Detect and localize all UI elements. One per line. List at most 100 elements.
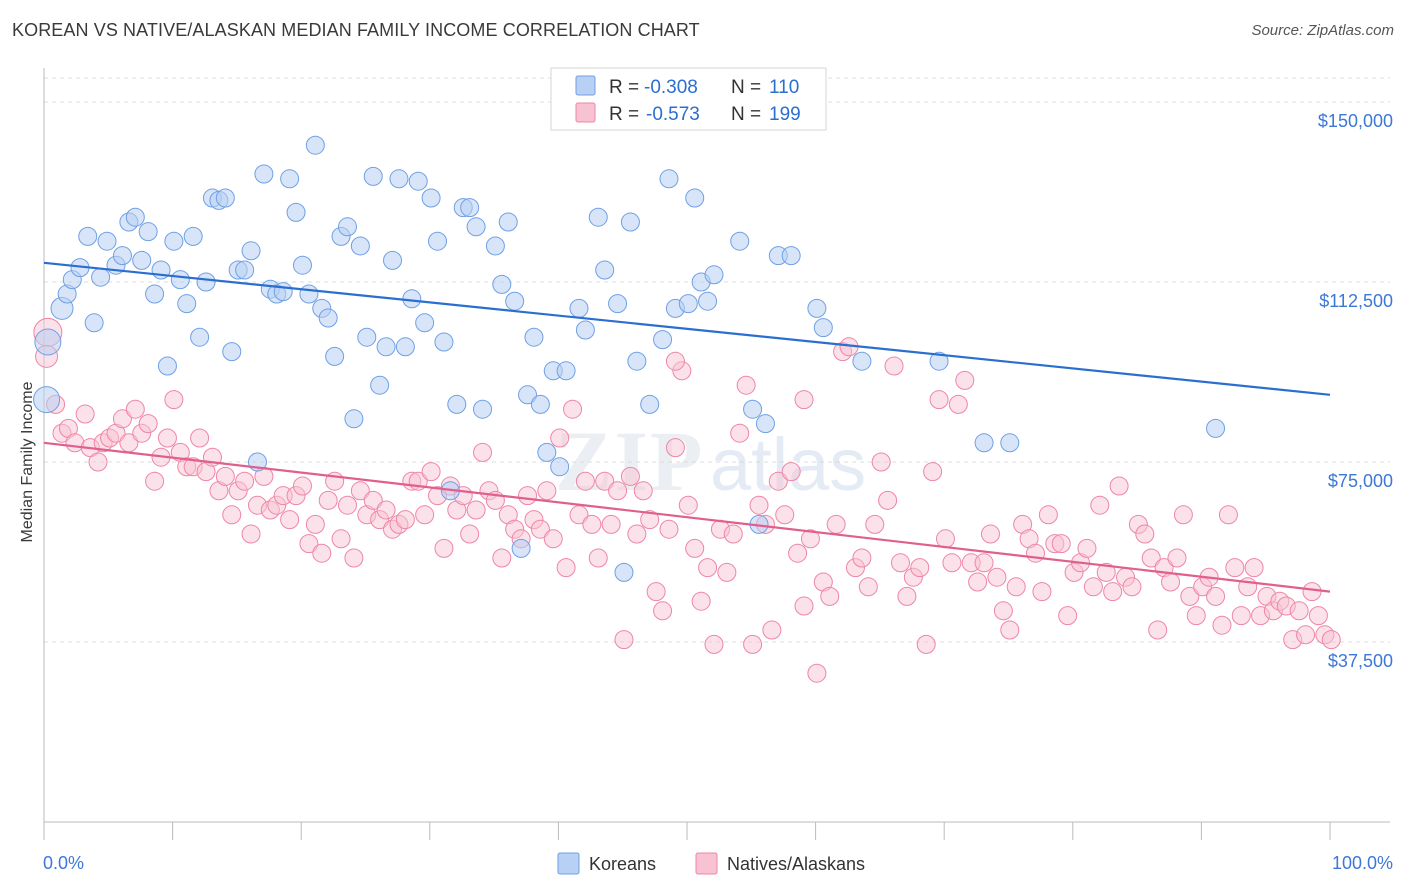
native-point: [723, 524, 743, 544]
native-point: [1096, 562, 1116, 582]
korean-point: [974, 433, 994, 453]
native-point: [871, 452, 891, 472]
chart-title: KOREAN VS NATIVE/ALASKAN MEDIAN FAMILY I…: [12, 20, 700, 40]
korean-point: [627, 351, 647, 371]
legend-r-value-2: -0.573: [646, 104, 700, 125]
native-point: [730, 423, 750, 443]
native-point: [280, 510, 300, 530]
native-point: [858, 577, 878, 597]
native-point: [1026, 543, 1046, 563]
native-point: [1109, 476, 1129, 496]
svg-text:R = -0.573 N =: R = -0.573 N = 199: [609, 104, 801, 125]
korean-point: [518, 385, 538, 405]
korean-point: [305, 135, 325, 155]
svg-text:ZIP: ZIP: [555, 413, 704, 509]
native-point: [743, 634, 763, 654]
native-point: [215, 466, 235, 486]
natives-trend-line: [43, 441, 1331, 593]
korean-point: [337, 217, 357, 237]
korean-point: [511, 538, 531, 558]
korean-point: [325, 346, 345, 366]
korean-point: [370, 375, 390, 395]
korean-point: [350, 236, 370, 256]
native-point: [492, 548, 512, 568]
native-point: [653, 601, 673, 621]
native-point: [235, 471, 255, 491]
native-point: [974, 553, 994, 573]
x-tick-labels: 0.0% 100.0%: [43, 853, 1393, 873]
native-point: [595, 471, 615, 491]
korean-point: [395, 337, 415, 357]
native-point: [543, 529, 563, 549]
korean-point: [164, 231, 184, 251]
axes: [43, 68, 1390, 840]
korean-point: [34, 328, 62, 356]
native-point: [929, 390, 949, 410]
bottom-legend-natives: Natives/Alaskans: [727, 854, 865, 874]
legend-r-value-1: -0.308: [644, 77, 698, 98]
legend-swatch-natives: [575, 102, 596, 123]
native-point: [563, 399, 583, 419]
korean-point: [569, 298, 589, 318]
native-point: [550, 428, 570, 448]
korean-point: [428, 231, 448, 251]
korean-point: [78, 226, 98, 246]
native-point: [717, 562, 737, 582]
korean-point: [318, 308, 338, 328]
native-point: [698, 558, 718, 578]
native-point: [659, 519, 679, 539]
native-point: [1032, 582, 1052, 602]
korean-point: [460, 198, 480, 218]
native-point: [1000, 620, 1020, 640]
korean-point: [376, 337, 396, 357]
korean-point: [280, 169, 300, 189]
korean-point: [498, 212, 518, 232]
native-point: [518, 486, 538, 506]
korean-point: [730, 231, 750, 251]
native-point: [620, 466, 640, 486]
y-tick-label: $112,500: [1319, 291, 1393, 311]
native-point: [1135, 524, 1155, 544]
native-point: [1218, 505, 1238, 525]
legend-n-label-1: N =: [731, 77, 761, 98]
korean-point: [132, 250, 152, 270]
native-point: [736, 375, 756, 395]
native-point: [1289, 601, 1309, 621]
y-axis-label: Median Family Income: [19, 381, 36, 542]
native-point: [190, 428, 210, 448]
native-point: [794, 596, 814, 616]
native-point: [1308, 606, 1328, 626]
korean-point: [235, 260, 255, 280]
korean-point: [588, 207, 608, 227]
y-tick-label: $37,500: [1328, 651, 1393, 671]
korean-point: [537, 442, 557, 462]
legend-n-value-2: 199: [769, 104, 801, 125]
korean-point: [704, 265, 724, 285]
watermark: ZIP atlas: [555, 413, 866, 509]
korean-point: [84, 313, 104, 333]
native-point: [826, 514, 846, 534]
native-point: [1225, 558, 1245, 578]
native-point: [395, 510, 415, 530]
native-point: [537, 481, 557, 501]
korean-point: [755, 414, 775, 434]
korean-point: [344, 409, 364, 429]
native-point: [530, 519, 550, 539]
korean-point: [1206, 418, 1226, 438]
native-point: [665, 438, 685, 458]
native-point: [1148, 620, 1168, 640]
native-point: [138, 414, 158, 434]
native-point: [376, 500, 396, 520]
native-point: [1090, 495, 1110, 515]
native-point: [125, 399, 145, 419]
x-tick-label: 0.0%: [43, 853, 84, 873]
korean-point: [383, 250, 403, 270]
korean-point: [138, 222, 158, 242]
native-point: [852, 548, 872, 568]
native-point: [1321, 630, 1341, 650]
korean-point: [473, 399, 493, 419]
native-point: [575, 471, 595, 491]
korean-point: [466, 217, 486, 237]
native-point: [749, 495, 769, 515]
korean-point: [620, 212, 640, 232]
